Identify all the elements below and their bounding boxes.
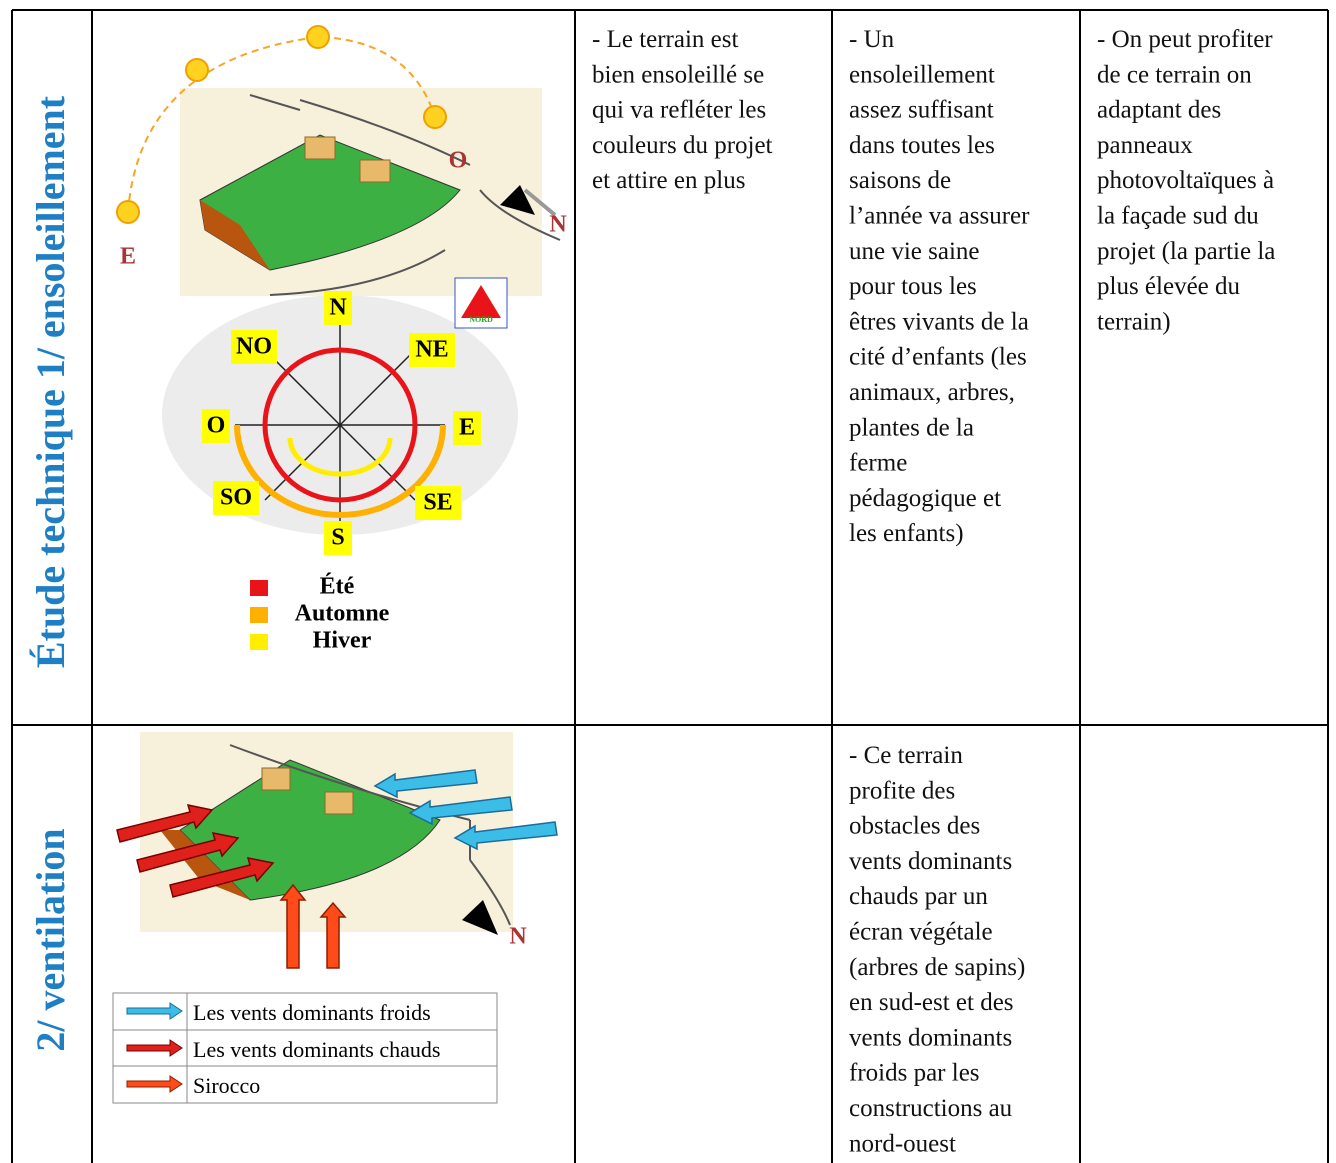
cell-text: profite des xyxy=(849,777,955,804)
cell-text: et attire en plus xyxy=(592,167,745,194)
cell-text: les enfants) xyxy=(849,520,964,547)
cell-text: froids par les xyxy=(849,1060,980,1087)
legend-label: Sirocco xyxy=(193,1073,260,1098)
cell-text: dans toutes les xyxy=(849,132,995,159)
cell-text: ferme xyxy=(849,450,907,477)
cell-text: plantes de la xyxy=(849,414,974,441)
cell-text: - Le terrain est xyxy=(592,26,739,53)
cell-text: bien ensoleillé se xyxy=(592,61,764,88)
compass-label: SO xyxy=(220,485,252,511)
compass-figure: NORD N NE E SE S SO O NO Été Automne Hiver xyxy=(162,277,518,654)
cell-text: ensoleillement xyxy=(849,61,995,88)
cell-text: obstacles des xyxy=(849,813,980,840)
cell-text: constructions au xyxy=(849,1095,1013,1122)
compass-label: NO xyxy=(236,334,272,360)
cell-text: cité d’enfants (les xyxy=(849,344,1027,371)
table-grid xyxy=(11,9,1329,1163)
cell-text: écran végétale xyxy=(849,919,993,946)
compass-label: SE xyxy=(423,490,452,516)
direction-label: N xyxy=(509,924,527,950)
cell-text: - Un xyxy=(849,26,895,53)
legend-label: Automne xyxy=(295,601,390,627)
cell-text: couleurs du projet xyxy=(592,132,773,159)
direction-label: E xyxy=(120,244,136,270)
label-box xyxy=(453,411,481,445)
cell-text: vents dominants xyxy=(849,848,1012,875)
direction-label: N xyxy=(549,212,567,238)
label-box xyxy=(324,291,352,325)
cell-text: qui va refléter les xyxy=(592,97,766,124)
cell-text: plus élevée du xyxy=(1097,273,1241,300)
cell-text: - On peut profiter xyxy=(1097,26,1273,53)
label-box xyxy=(415,486,461,520)
compass-label: N xyxy=(329,295,347,321)
wind-figure: N Les vents dominants froids Les vents d… xyxy=(112,732,558,1104)
cell-text: l’année va assurer xyxy=(849,203,1030,230)
cell-text: pour tous les xyxy=(849,273,977,300)
row-heading: Étude technique 1/ ensoleillement xyxy=(28,95,73,668)
legend-label: Été xyxy=(320,574,355,600)
label-box xyxy=(202,409,230,443)
label-box xyxy=(213,481,259,515)
label-box xyxy=(324,521,352,555)
cell-text: panneaux xyxy=(1097,132,1193,159)
sun-figure: E O N xyxy=(116,25,567,296)
cell-text: pédagogique et xyxy=(849,485,1001,512)
cell-text: - Ce terrain xyxy=(849,742,963,769)
compass-label: O xyxy=(207,413,226,439)
cell-text: de ce terrain on xyxy=(1097,61,1252,88)
compass-label: E xyxy=(459,415,475,441)
cell-text: vents dominants xyxy=(849,1024,1012,1051)
cell-text: une vie saine xyxy=(849,238,980,265)
cell-text: animaux, arbres, xyxy=(849,379,1015,406)
cell-text: en sud-est et des xyxy=(849,989,1014,1016)
direction-label: O xyxy=(449,148,468,174)
compass-label: NE xyxy=(415,337,448,363)
row-heading: 2/ ventilation xyxy=(28,828,73,1051)
cell-text: adaptant des xyxy=(1097,97,1221,124)
cell-text: (arbres de sapins) xyxy=(849,954,1025,981)
cell-text: chauds par un xyxy=(849,883,988,910)
legend-label: Les vents dominants chauds xyxy=(193,1037,440,1062)
cell-text: projet (la partie la xyxy=(1097,238,1275,265)
cell-text: terrain) xyxy=(1097,308,1171,335)
cell-text: nord-ouest xyxy=(849,1130,956,1157)
cell-text: assez suffisant xyxy=(849,97,994,124)
legend-label: Hiver xyxy=(313,628,372,654)
logo-label: NORD xyxy=(469,315,493,324)
cell-text: saisons de xyxy=(849,167,951,194)
cell-text: êtres vivants de la xyxy=(849,308,1029,335)
cell-text: photovoltaïques à xyxy=(1097,167,1274,194)
compass-label: S xyxy=(331,525,344,551)
label-box xyxy=(409,333,455,367)
legend-label: Les vents dominants froids xyxy=(193,1000,431,1025)
label-box xyxy=(231,330,277,364)
cell-text: la façade sud du xyxy=(1097,203,1259,230)
